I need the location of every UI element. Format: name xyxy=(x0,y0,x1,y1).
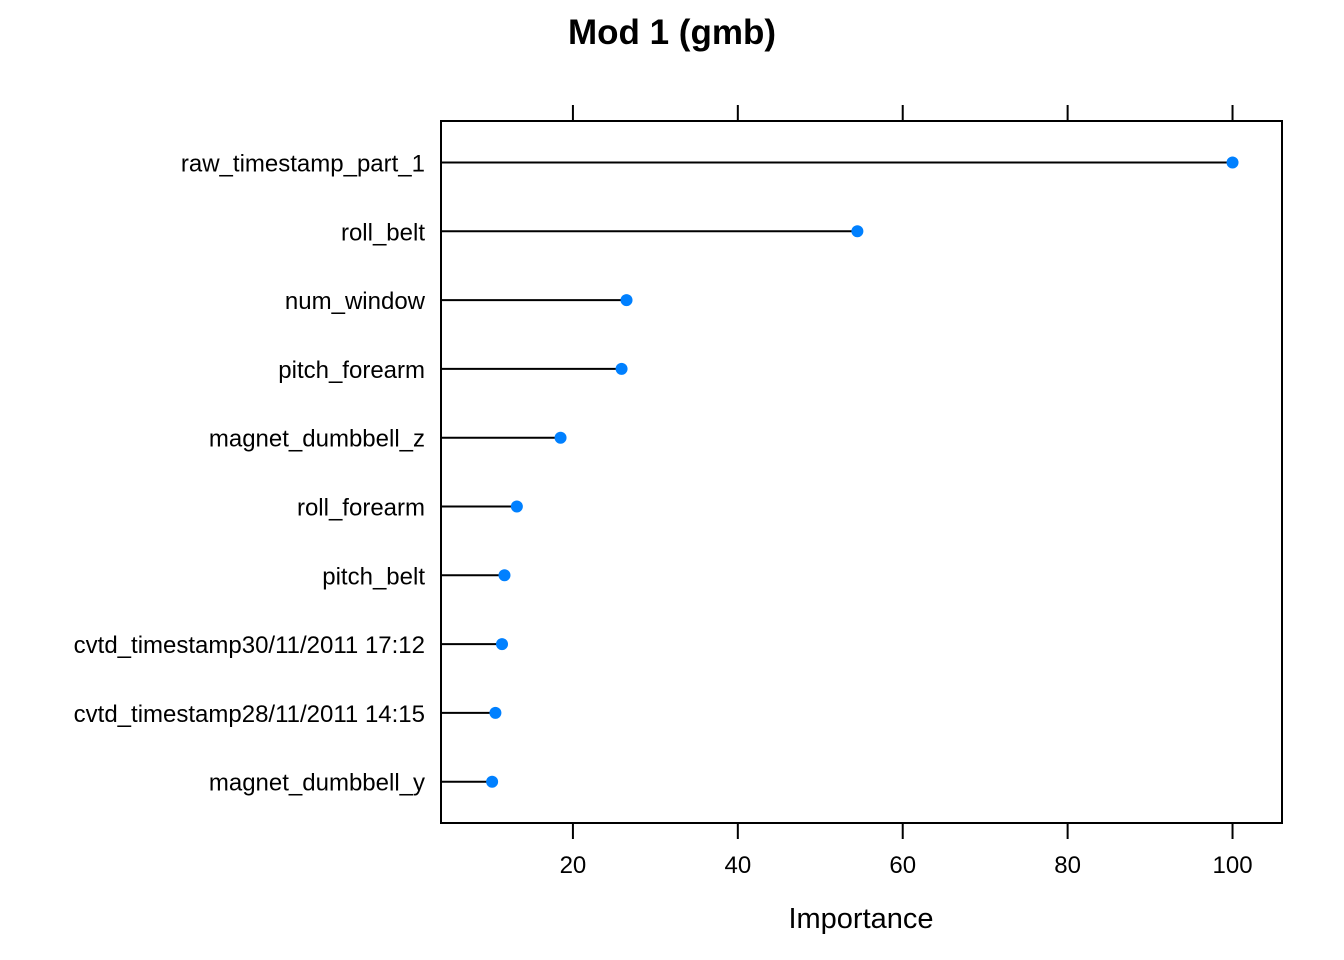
y-category-labels: raw_timestamp_part_1 roll_belt num_windowp… xyxy=(74,151,426,797)
category-label: magnet_dumbbell_z xyxy=(209,426,425,453)
top-axis-ticks xyxy=(571,105,1234,121)
x-tick-label: 40 xyxy=(724,852,751,879)
importance-point xyxy=(498,569,511,582)
category-label: roll_belt xyxy=(341,219,425,246)
importance-point xyxy=(489,706,502,719)
importance-point xyxy=(620,294,633,307)
x-tick-labels: 20 40 60 80 100 xyxy=(560,852,1253,879)
category-label: cvtd_timestamp30/11/2011 17:12 xyxy=(74,632,425,659)
category-label: pitch_forearm xyxy=(278,357,425,384)
category-label: roll_forearm xyxy=(297,495,425,522)
x-tick-label: 80 xyxy=(1054,852,1081,879)
importance-point xyxy=(496,638,509,651)
category-label: raw_timestamp_part_1 xyxy=(181,151,425,178)
importance-point xyxy=(615,362,628,375)
importance-point xyxy=(851,225,864,238)
chart-title: Mod 1 (gmb) xyxy=(568,13,776,52)
category-label: pitch_belt xyxy=(322,563,425,590)
category-label: num_window xyxy=(285,288,426,315)
importance-point xyxy=(1226,156,1239,169)
importance-point xyxy=(510,500,523,513)
importance-stems xyxy=(441,161,1233,783)
x-tick-label: 100 xyxy=(1213,852,1253,879)
bottom-axis-ticks xyxy=(571,823,1234,839)
x-tick-label: 20 xyxy=(560,852,587,879)
x-tick-label: 60 xyxy=(889,852,916,879)
x-axis-label: Importance xyxy=(788,903,933,935)
importance-point xyxy=(554,431,567,444)
plot-frame xyxy=(440,120,1283,824)
importance-points xyxy=(486,156,1239,788)
category-label: cvtd_timestamp28/11/2011 14:15 xyxy=(74,701,425,728)
importance-point xyxy=(486,775,499,788)
category-label: magnet_dumbbell_y xyxy=(209,770,425,797)
